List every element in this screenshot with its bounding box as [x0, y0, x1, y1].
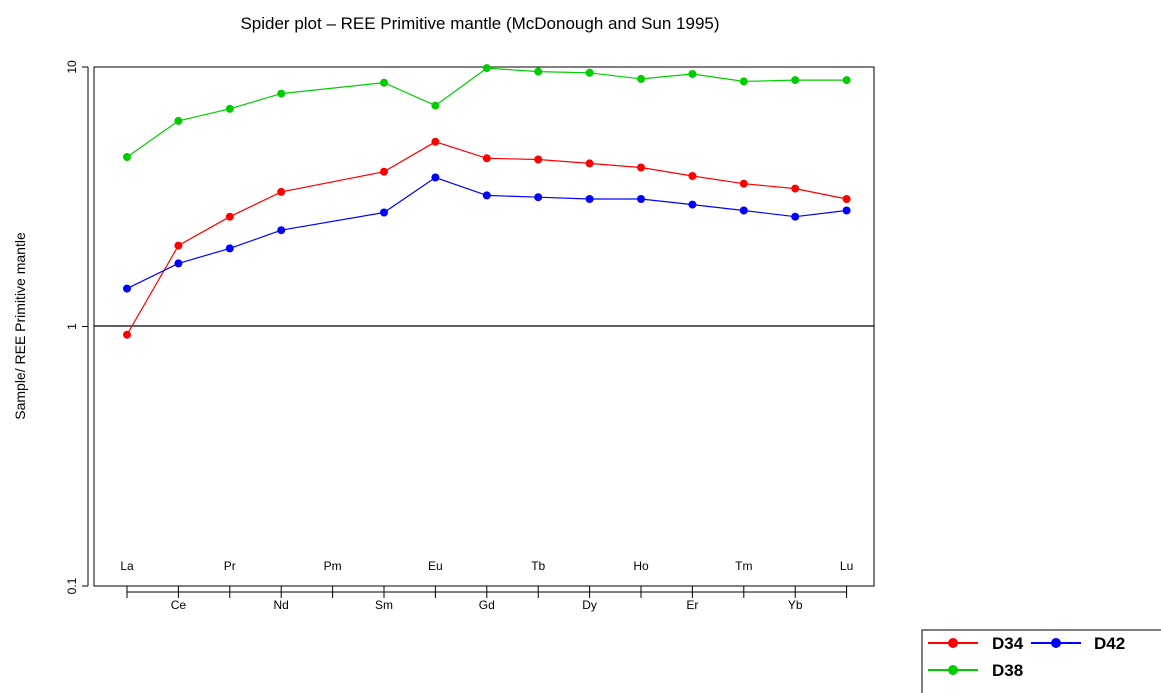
data-point	[123, 284, 131, 293]
data-point	[225, 244, 234, 253]
data-point	[842, 206, 851, 215]
y-tick-label: 1	[65, 323, 79, 330]
data-point	[482, 191, 491, 200]
data-point	[380, 208, 388, 217]
chart-title: Spider plot – REE Primitive mantle (McDo…	[240, 14, 719, 33]
data-point	[431, 137, 440, 146]
data-point	[585, 159, 594, 168]
data-point	[791, 76, 800, 85]
x-tick-label: Tb	[531, 559, 545, 573]
legend-swatch-point	[948, 638, 958, 648]
data-point	[431, 173, 440, 182]
x-tick-label: Nd	[274, 598, 289, 612]
series-group	[123, 64, 851, 339]
data-point	[534, 67, 543, 76]
x-tick-label: Yb	[788, 598, 803, 612]
x-tick-label: Eu	[428, 559, 443, 573]
series-line	[126, 176, 847, 290]
x-tick-label: Sm	[375, 598, 393, 612]
x-tick-label: Pr	[224, 559, 236, 573]
y-tick-label: 0.1	[65, 577, 79, 594]
x-tick-label: Dy	[582, 598, 597, 612]
data-point	[585, 68, 594, 77]
x-tick-label: Ce	[171, 598, 187, 612]
data-point	[431, 101, 440, 110]
data-point	[534, 155, 543, 164]
data-point	[842, 195, 851, 203]
x-axis: La Ce Pr Nd Pm Sm Eu Gd Tb Dy Ho Er Tm Yb Lu	[120, 559, 853, 612]
legend-box	[921, 629, 1161, 693]
y-tick-label: 10	[65, 60, 79, 74]
series-D34	[123, 137, 851, 339]
legend-item: D38	[928, 661, 1023, 680]
data-point	[277, 89, 286, 98]
data-point	[637, 195, 645, 203]
legend-item: D34	[928, 634, 1024, 653]
data-point	[739, 206, 748, 215]
y-axis-title: Sample/ REE Primitive mantle	[12, 232, 28, 420]
x-tick-label: Pm	[324, 559, 342, 573]
data-point	[225, 104, 234, 113]
data-point	[482, 154, 491, 163]
legend-items: D34 D42 D38	[928, 634, 1125, 680]
data-point	[380, 167, 388, 176]
series-D38	[123, 64, 851, 161]
x-tick-label: Er	[686, 598, 698, 612]
data-point	[225, 212, 234, 221]
data-point	[791, 184, 800, 193]
legend-swatch-point	[948, 665, 958, 675]
data-point	[585, 195, 594, 203]
data-point	[637, 74, 645, 83]
data-point	[688, 172, 697, 180]
legend-item: D42	[1031, 634, 1125, 653]
data-point	[482, 64, 491, 73]
x-tick-label: La	[120, 559, 134, 573]
data-point	[739, 179, 748, 188]
data-point	[277, 187, 286, 196]
x-tick-label: Lu	[840, 559, 853, 573]
y-axis: 0.1 1 10	[65, 60, 89, 594]
data-point	[380, 78, 388, 87]
series-D42	[123, 173, 851, 293]
data-point	[688, 70, 697, 78]
data-point	[534, 193, 543, 202]
data-point	[174, 259, 183, 268]
data-point	[123, 330, 131, 339]
series-line	[126, 67, 847, 158]
data-point	[174, 116, 183, 125]
series-line	[126, 141, 847, 335]
data-point	[637, 163, 645, 172]
data-point	[174, 241, 183, 250]
data-point	[791, 212, 800, 221]
legend-label: D38	[992, 661, 1023, 680]
x-tick-label: Tm	[735, 559, 752, 573]
data-point	[123, 153, 131, 161]
data-point	[739, 77, 748, 86]
x-tick-label: Ho	[633, 559, 649, 573]
legend-swatch-point	[1051, 638, 1061, 648]
legend: D34 D42 D38	[921, 629, 1161, 693]
data-point	[688, 200, 697, 209]
legend-label: D42	[1094, 634, 1125, 653]
data-point	[842, 76, 851, 85]
legend-label: D34	[992, 634, 1024, 653]
x-tick-label: Gd	[479, 598, 495, 612]
data-point	[277, 226, 286, 235]
